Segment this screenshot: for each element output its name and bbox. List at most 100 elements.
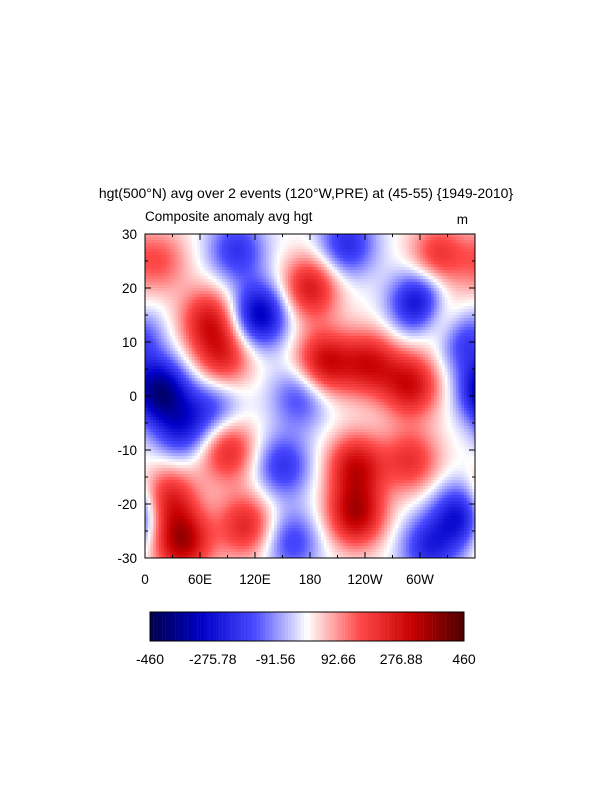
heatmap-cell [378, 324, 382, 328]
heatmap-cell [153, 243, 157, 247]
heatmap-cell [266, 312, 270, 316]
heatmap-cell [472, 246, 476, 250]
heatmap-cell [169, 264, 173, 268]
heatmap-cell [304, 315, 308, 319]
heatmap-cell [318, 357, 322, 361]
heatmap-cell [425, 276, 429, 280]
heatmap-cell [334, 273, 338, 277]
heatmap-cell [403, 279, 407, 283]
heatmap-cell [197, 318, 201, 322]
heatmap-cell [150, 351, 154, 355]
heatmap-cell [422, 327, 426, 331]
heatmap-cell [334, 348, 338, 352]
heatmap-cell [334, 327, 338, 331]
heatmap-cell [420, 255, 424, 259]
heatmap-cell [197, 342, 201, 346]
heatmap-cell [274, 285, 278, 289]
heatmap-cell [354, 270, 358, 274]
heatmap-cell [268, 342, 272, 346]
heatmap-cell [296, 327, 300, 331]
heatmap-cell [351, 300, 355, 304]
heatmap-cell [340, 336, 344, 340]
heatmap-cell [378, 258, 382, 262]
heatmap-cell [315, 267, 319, 271]
heatmap-cell [219, 324, 223, 328]
heatmap-cell [472, 261, 476, 265]
heatmap-cell [268, 339, 272, 343]
heatmap-cell [323, 249, 327, 253]
heatmap-cell [172, 306, 176, 310]
heatmap-cell [436, 279, 440, 283]
heatmap-cell [249, 252, 253, 256]
heatmap-cell [266, 255, 270, 259]
heatmap-cell [392, 354, 396, 358]
heatmap-cell [326, 339, 330, 343]
heatmap-cell [455, 306, 459, 310]
heatmap-cell [244, 282, 248, 286]
heatmap-cell [337, 339, 341, 343]
heatmap-cell [464, 252, 468, 256]
heatmap-cell [414, 243, 418, 247]
heatmap-cell [186, 342, 190, 346]
heatmap-cell [158, 276, 162, 280]
heatmap-cell [442, 252, 446, 256]
heatmap-cell [290, 351, 294, 355]
heatmap-cell [400, 336, 404, 340]
heatmap-cell [299, 327, 303, 331]
heatmap-cell [271, 324, 275, 328]
heatmap-cell [310, 249, 314, 253]
heatmap-cell [433, 345, 437, 349]
heatmap-cell [216, 240, 220, 244]
heatmap-cell [447, 234, 451, 238]
heatmap-cell [169, 285, 173, 289]
heatmap-cell [194, 291, 198, 295]
heatmap-cell [334, 339, 338, 343]
heatmap-cell [422, 309, 426, 313]
heatmap-cell [384, 324, 388, 328]
heatmap-cell [326, 306, 330, 310]
heatmap-cell [365, 252, 369, 256]
heatmap-cell [395, 333, 399, 337]
heatmap-cell [458, 342, 462, 346]
heatmap-cell [398, 282, 402, 286]
heatmap-cell [359, 288, 363, 292]
heatmap-cell [354, 348, 358, 352]
heatmap-cell [323, 264, 327, 268]
heatmap-cell [329, 270, 333, 274]
heatmap-cell [178, 339, 182, 343]
heatmap-cell [367, 267, 371, 271]
heatmap-cell [461, 324, 465, 328]
heatmap-cell [285, 348, 289, 352]
heatmap-cell [172, 291, 176, 295]
heatmap-cell [439, 255, 443, 259]
heatmap-cell [266, 315, 270, 319]
heatmap-cell [433, 294, 437, 298]
heatmap-cell [161, 264, 165, 268]
heatmap-cell [213, 270, 217, 274]
heatmap-cell [224, 300, 228, 304]
heatmap-cell [180, 252, 184, 256]
heatmap-cell [241, 333, 245, 337]
heatmap-cell [213, 273, 217, 277]
heatmap-cell [202, 330, 206, 334]
heatmap-cell [213, 339, 217, 343]
heatmap-cell [318, 315, 322, 319]
heatmap-cell [373, 315, 377, 319]
heatmap-cell [340, 270, 344, 274]
heatmap-cell [417, 276, 421, 280]
heatmap-cell [194, 255, 198, 259]
heatmap-cell [156, 270, 160, 274]
heatmap-cell [315, 339, 319, 343]
heatmap-cell [450, 264, 454, 268]
heatmap-cell [189, 243, 193, 247]
heatmap-cell [447, 261, 451, 265]
heatmap-cell [469, 318, 473, 322]
heatmap-cell [279, 297, 283, 301]
heatmap-cell [373, 249, 377, 253]
heatmap-cell [362, 261, 366, 265]
heatmap-cell [169, 267, 173, 271]
heatmap-cell [378, 288, 382, 292]
heatmap-cell [409, 318, 413, 322]
heatmap-cell [356, 288, 360, 292]
heatmap-cell [310, 327, 314, 331]
